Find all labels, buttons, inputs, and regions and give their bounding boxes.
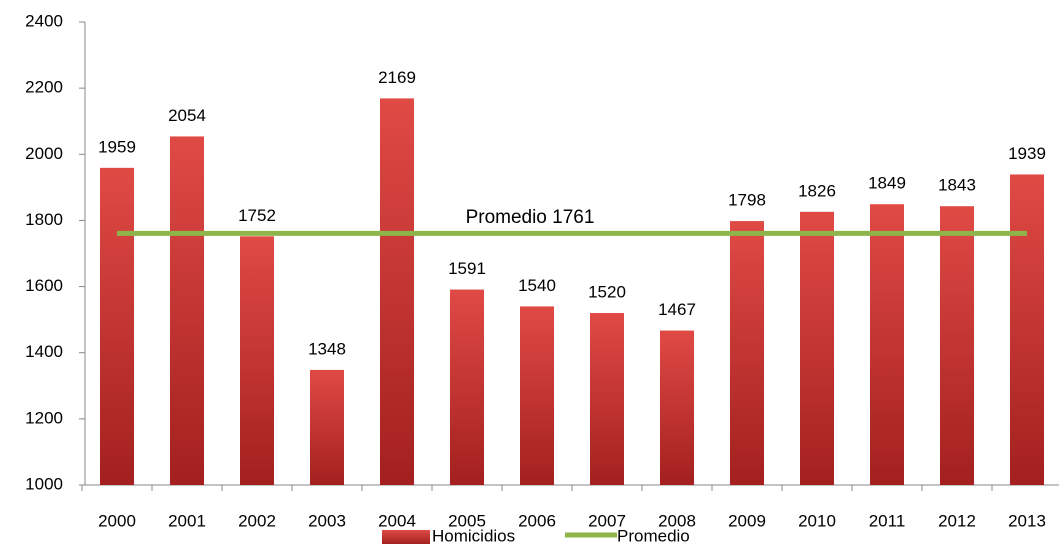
data-label: 1467 [658, 300, 696, 319]
x-tick-label: 2003 [308, 511, 346, 530]
bar [520, 306, 554, 485]
legend-label: Promedio [617, 526, 690, 545]
y-tick-label: 1600 [25, 276, 63, 295]
legend-swatch [382, 530, 430, 544]
x-tick-label: 2004 [378, 511, 416, 530]
data-label: 2054 [168, 106, 206, 125]
bar [450, 289, 484, 485]
bar [800, 211, 834, 485]
x-tick-label: 2005 [448, 511, 486, 530]
bar [380, 98, 414, 486]
bar [310, 369, 344, 485]
x-tick-label: 2012 [938, 511, 976, 530]
y-tick-label: 2400 [25, 11, 63, 30]
data-label: 1520 [588, 283, 626, 302]
x-tick-label: 2013 [1008, 511, 1046, 530]
annotation: Promedio 1761 [466, 207, 595, 228]
bar [590, 313, 624, 485]
bar [170, 136, 204, 486]
x-tick-label: 2002 [238, 511, 276, 530]
data-label: 1540 [518, 276, 556, 295]
x-tick-label: 2001 [168, 511, 206, 530]
data-label: 1752 [238, 206, 276, 225]
data-label: 1798 [728, 191, 766, 210]
data-label: 2169 [378, 68, 416, 87]
bar [730, 221, 764, 485]
y-tick-label: 1200 [25, 408, 63, 427]
data-label: 1843 [938, 176, 976, 195]
y-tick-label: 2000 [25, 144, 63, 163]
bar [1010, 174, 1044, 485]
x-tick-label: 2000 [98, 511, 136, 530]
legend-label: Homicidios [432, 526, 515, 545]
bar [660, 330, 694, 485]
x-tick-label: 2006 [518, 511, 556, 530]
x-tick-label: 2010 [798, 511, 836, 530]
bar [940, 206, 974, 485]
x-tick-label: 2011 [869, 511, 906, 530]
bar [240, 236, 274, 485]
x-tick-label: 2007 [588, 511, 626, 530]
y-tick-label: 1800 [25, 210, 63, 229]
x-tick-label: 2008 [658, 511, 696, 530]
x-tick-label: 2009 [728, 511, 766, 530]
y-tick-label: 1400 [25, 342, 63, 361]
bar [870, 204, 904, 485]
data-label: 1849 [868, 174, 906, 193]
y-tick-label: 1000 [25, 474, 63, 493]
bar [100, 167, 134, 485]
y-tick-label: 2200 [25, 78, 63, 97]
data-label: 1939 [1008, 144, 1046, 163]
data-label: 1591 [448, 259, 486, 278]
data-label: 1959 [98, 137, 136, 156]
data-label: 1826 [798, 181, 836, 200]
data-label: 1348 [308, 339, 346, 358]
